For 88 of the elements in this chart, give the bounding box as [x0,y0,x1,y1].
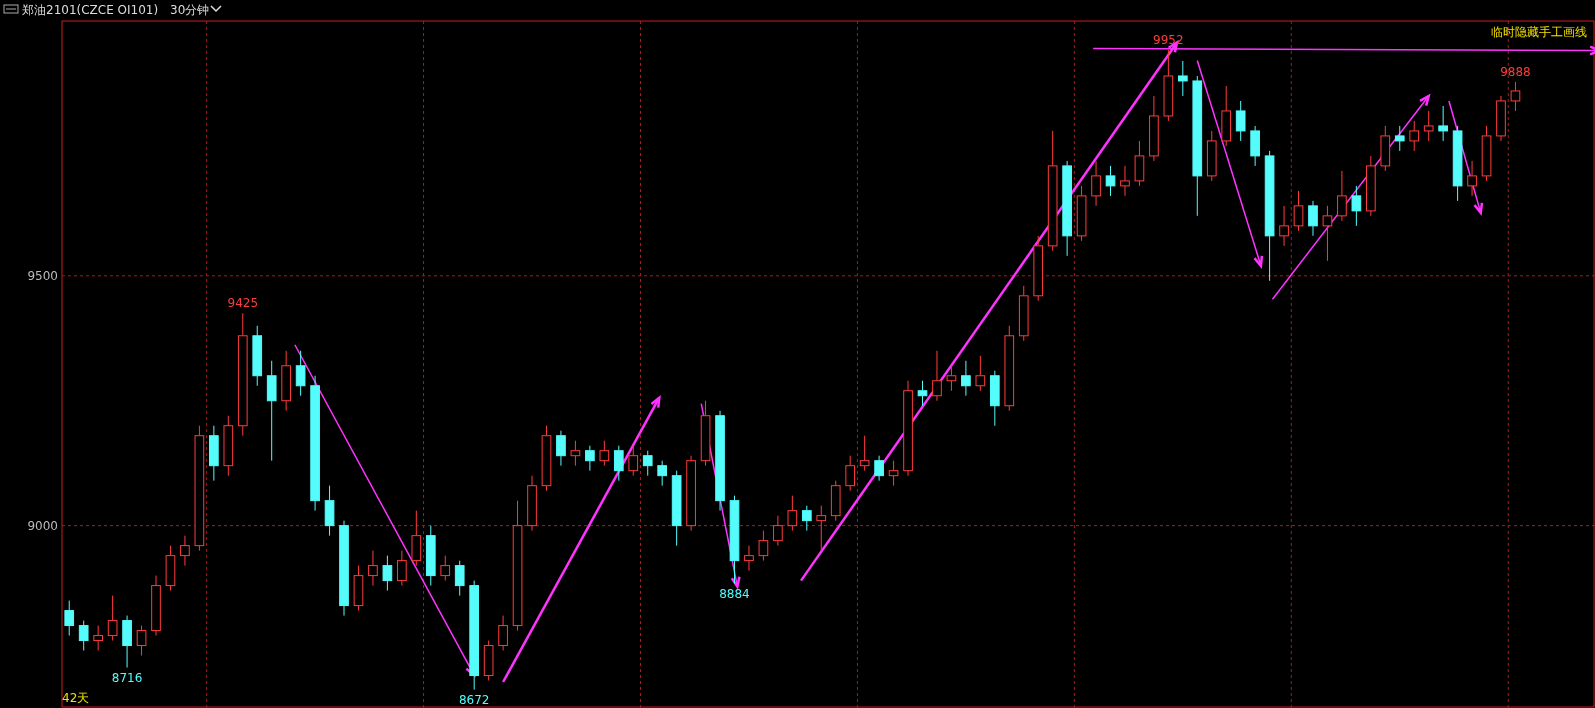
candlestick [425,525,436,587]
candlestick [194,425,205,552]
candlestick [165,545,176,592]
candlestick [368,550,378,587]
candlestick [1105,165,1116,197]
candlestick [1091,160,1101,207]
annotation: 9888 [1500,64,1531,79]
annotation: 9952 [1153,32,1184,47]
candlestick [1279,205,1289,247]
candlestick [1409,120,1420,152]
candlestick [1177,60,1188,97]
candlestick [758,530,769,562]
candlestick [1062,160,1072,257]
candlestick [1423,110,1434,142]
candlestick [1438,105,1448,142]
candlestick [556,430,566,467]
candlestick [1351,185,1362,227]
candlestick [1394,125,1405,152]
candlestick [917,380,928,407]
candlestick [1235,100,1246,142]
annotation: 9425 [227,296,259,311]
candlestick [107,595,118,642]
candlestick [961,360,971,397]
candlestick [397,550,407,587]
candlestick [252,325,263,387]
candlestick [151,575,161,637]
candlestick [310,375,320,512]
candlestick [64,600,75,637]
candlestick [570,440,581,467]
candlestick [1467,160,1477,197]
candlestick [223,415,234,477]
candlestick [599,440,610,467]
candlestick [1047,130,1058,252]
candlestick [1322,205,1333,262]
candlestick [845,455,856,492]
candlestick [1033,235,1044,302]
candlestick [1496,95,1506,142]
candlestick [122,615,132,669]
candlestick [1018,285,1029,342]
candlestick [816,505,827,552]
candlestick [512,500,523,632]
candlestick [1076,185,1087,242]
annotation: 临时隐藏手工画线 [1491,25,1587,39]
chart-subtitle: 30分钟 [170,3,210,17]
candlestick [93,625,103,652]
candlestick [1250,125,1260,167]
candlestick [1004,325,1015,412]
candlestick [339,520,349,617]
candlestick [237,312,248,437]
y-tick-label: 9500 [27,268,58,283]
candlestick [975,355,986,392]
candlestick [1337,170,1347,222]
y-tick-label: 9000 [27,518,58,533]
candlestick [1149,95,1159,162]
candlestick [1120,165,1130,197]
candlestick [295,350,306,397]
candlestick [324,485,335,537]
candlestick [266,360,277,462]
candlestick [773,515,783,547]
candlestick [541,425,552,492]
annotation: 8884 [719,586,750,601]
annotation: 8672 [458,692,490,707]
candlestick [353,565,364,612]
candlestick [787,495,798,532]
candlestick [715,410,725,512]
candlestick [700,400,711,467]
candlestick [527,475,537,532]
candlestick [628,445,639,477]
candlestick [498,615,508,652]
candlestick [903,380,913,477]
candlestick [1308,200,1318,237]
chart-title: 郑油2101(CZCE OI101) [22,3,159,17]
candlestick [440,555,451,582]
candlestick [932,350,942,402]
candlestick [585,445,595,472]
candlestick [744,545,754,572]
candlestick [411,510,422,567]
candlestick [281,350,291,412]
candlestick [382,555,393,592]
candlestick [180,535,190,567]
candlestick [946,365,957,392]
candlestick [686,455,696,532]
candlestick [874,455,884,482]
candlestick [209,425,219,482]
annotation: 42天 [62,691,90,705]
annotation: 8716 [111,670,143,685]
candlestick [859,435,870,472]
candlestick [888,460,899,487]
